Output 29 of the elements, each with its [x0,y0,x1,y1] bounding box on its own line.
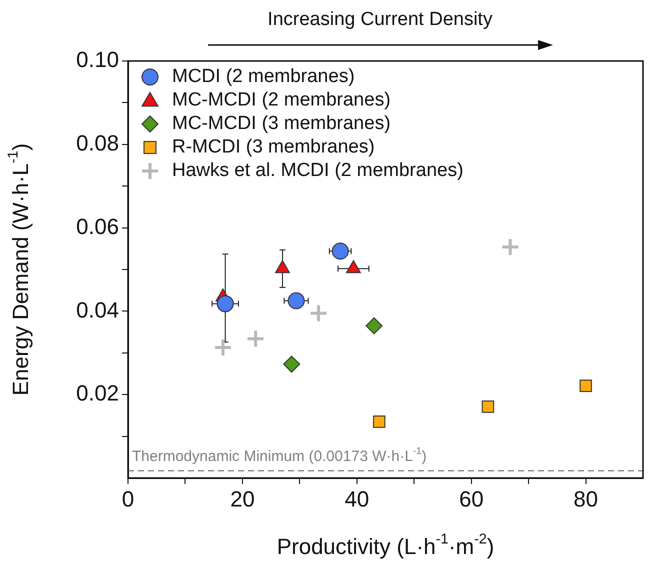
point [309,304,328,323]
point [216,295,234,312]
y-axis-title: Energy Demand (W·h·L-1) [6,143,34,396]
point [580,380,592,392]
x-tick-label: 0 [122,486,134,512]
legend-label: MCDI (2 membranes) [172,66,355,88]
y-tick-label: 0.02 [76,380,119,406]
y-tick-label: 0.06 [76,214,119,239]
x-tick-label: 40 [344,486,370,512]
y-tick-label: 0.04 [76,297,119,322]
point [482,400,494,413]
legend-label: Hawks et al. MCDI (2 membranes) [172,160,464,182]
legend-label: R-MCDI (3 membranes) [172,136,375,158]
point [288,292,305,310]
text: Increasing Current Density [268,9,493,30]
point [373,416,386,428]
x-tick-label: 80 [574,486,598,512]
point [366,317,383,334]
y-tick-label: 0.10 [76,47,119,72]
point [500,237,520,256]
x-tick-label: 60 [459,486,484,512]
point [246,329,266,348]
point [213,338,232,357]
y-tick-label: 0.08 [76,130,119,156]
x-tick-label: 20 [230,486,255,512]
point [332,242,349,260]
legend-label: MC-MCDI (2 membranes) [172,90,391,111]
legend-label: MC-MCDI (3 membranes) [172,113,391,134]
point [283,356,300,373]
